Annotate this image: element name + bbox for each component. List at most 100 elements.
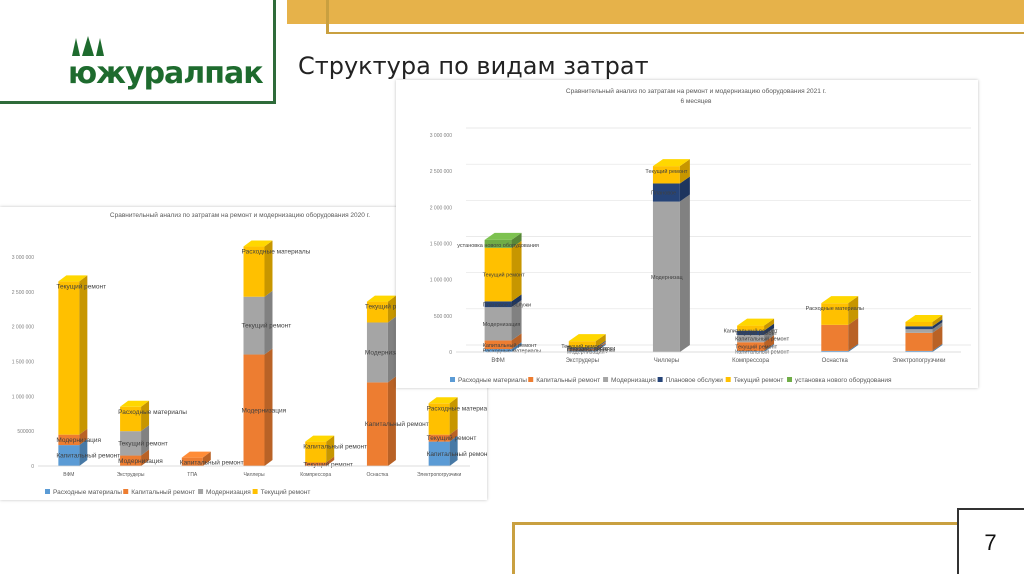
segment-label: Капитальный ремонт bbox=[483, 342, 537, 349]
segment-label: Плановое bbox=[651, 191, 676, 197]
bar-top-face bbox=[428, 397, 458, 404]
legend-swatch bbox=[787, 377, 793, 382]
legend-entry: Капитальный ремонт bbox=[536, 376, 600, 384]
y-tick-label: 2 500 000 bbox=[12, 290, 34, 296]
bar-top-face bbox=[366, 295, 396, 302]
segment-label: Текущий ремонт bbox=[303, 460, 353, 468]
bar-segment-side bbox=[511, 333, 522, 350]
bar-segment-side bbox=[141, 449, 150, 466]
segment-label: Текущий ремонт bbox=[365, 303, 415, 311]
bar-segment-side bbox=[202, 451, 211, 466]
y-tick-label: 0 bbox=[31, 464, 34, 470]
bar-segment-side bbox=[679, 159, 690, 184]
chart-2021-card: Сравнительный анализ по затратам на ремо… bbox=[396, 80, 978, 388]
segment-label: Расходные материалы bbox=[483, 349, 541, 355]
bar-segment-side bbox=[449, 435, 458, 466]
segment-label: Расходные материалы bbox=[806, 306, 864, 312]
x-category-label: ВФМ bbox=[63, 472, 74, 478]
bar-segment-side bbox=[264, 348, 273, 466]
bar-top-face bbox=[484, 232, 522, 240]
bar-segment bbox=[568, 348, 596, 350]
bar-segment bbox=[905, 332, 933, 351]
x-category-label: Оснастка bbox=[822, 358, 849, 364]
bar-top-face bbox=[305, 435, 335, 442]
segment-label: Плановое обслужи bbox=[483, 302, 532, 308]
segment-label: Расходные материалы bbox=[427, 405, 487, 412]
legend-swatch bbox=[450, 377, 455, 382]
bar-segment bbox=[58, 445, 80, 466]
top-accent-bar bbox=[287, 0, 1024, 24]
bar-segment bbox=[484, 349, 512, 352]
bar-segment-side bbox=[449, 428, 458, 442]
bar-segment-side bbox=[764, 328, 775, 343]
y-tick-label: 500 000 bbox=[434, 314, 452, 320]
bar-segment bbox=[568, 341, 596, 348]
legend-entry: Расходные материалы bbox=[458, 377, 527, 384]
segment-label: Модернизация bbox=[365, 349, 410, 356]
bar-segment bbox=[366, 322, 388, 383]
segment-label: Текущий ремонт bbox=[645, 168, 688, 175]
top-accent-line bbox=[326, 0, 329, 34]
y-tick-label: 1 000 000 bbox=[430, 278, 452, 284]
bar-segment-side bbox=[264, 290, 273, 355]
bar-segment-side bbox=[141, 400, 150, 432]
x-category-label: ВФМ bbox=[491, 358, 504, 364]
chart-title: Сравнительный анализ по затратам на ремо… bbox=[110, 211, 370, 219]
top-accent-underline bbox=[326, 32, 1024, 34]
bar-segment-side bbox=[387, 295, 396, 323]
segment-label: Капитальный ремонт bbox=[365, 420, 429, 428]
bar-top-face bbox=[568, 334, 606, 342]
legend-swatch bbox=[528, 377, 534, 382]
segment-label: Капитальный ремонт bbox=[724, 328, 778, 335]
bar-segment bbox=[737, 342, 765, 351]
bar-top-face bbox=[652, 159, 690, 167]
bar-segment bbox=[821, 303, 849, 325]
segment-label: Модернизация bbox=[483, 322, 521, 328]
bar-segment bbox=[568, 350, 596, 352]
segment-label: Текущий ремонт bbox=[561, 343, 604, 350]
segment-label: Модернизация bbox=[118, 458, 163, 465]
bar-segment-side bbox=[511, 294, 522, 308]
x-category-label: Оснастка bbox=[367, 472, 389, 478]
chart-2021: Сравнительный анализ по затратам на ремо… bbox=[430, 87, 971, 384]
segment-label: Текущий ремонт bbox=[735, 330, 778, 337]
bar-segment bbox=[243, 246, 265, 297]
bar-segment bbox=[120, 406, 142, 432]
y-tick-label: 1 000 000 bbox=[12, 394, 34, 400]
chart-2020: Сравнительный анализ по затратам на ремо… bbox=[12, 211, 496, 496]
y-tick-label: 500000 bbox=[17, 429, 34, 435]
legend-swatch bbox=[725, 377, 731, 382]
bar-segment-side bbox=[511, 300, 522, 341]
bar-segment bbox=[484, 307, 512, 341]
bar-segment bbox=[737, 325, 765, 331]
bar-segment-side bbox=[932, 319, 943, 330]
bar-segment-side bbox=[764, 323, 775, 336]
bar-segment bbox=[243, 354, 265, 466]
bar-top-face bbox=[120, 400, 150, 407]
segment-label: Капитальный ремонт bbox=[735, 336, 789, 343]
bar-segment-side bbox=[848, 317, 859, 351]
chart-subtitle: 6 месяцев bbox=[681, 98, 713, 105]
segment-label: Текущий ремонт bbox=[427, 434, 477, 442]
segment-label: Плановое обслужи bbox=[567, 346, 616, 352]
bar-segment-side bbox=[511, 232, 522, 248]
bar-segment-side bbox=[679, 176, 690, 202]
bar-segment bbox=[737, 350, 765, 352]
segment-label: Модернизация bbox=[56, 437, 101, 444]
bar-segment bbox=[821, 324, 849, 351]
bar-segment-side bbox=[264, 240, 273, 297]
legend-entry: Капитальный ремонт bbox=[131, 488, 195, 496]
segment-label: Капитальный ремонт bbox=[427, 450, 487, 458]
logo-frame bbox=[0, 0, 276, 104]
bar-segment bbox=[366, 301, 388, 323]
bar-top-face bbox=[243, 240, 273, 247]
bar-segment bbox=[905, 329, 933, 333]
bar-segment bbox=[905, 321, 933, 327]
page-title: Структура по видам затрат bbox=[298, 52, 649, 80]
y-tick-label: 3 000 000 bbox=[430, 133, 452, 139]
legend-entry: Модернизация bbox=[206, 489, 251, 496]
bar-segment-side bbox=[848, 296, 859, 325]
page-number-box bbox=[957, 508, 1024, 574]
bar-segment bbox=[652, 201, 680, 352]
bar-segment-side bbox=[387, 376, 396, 466]
